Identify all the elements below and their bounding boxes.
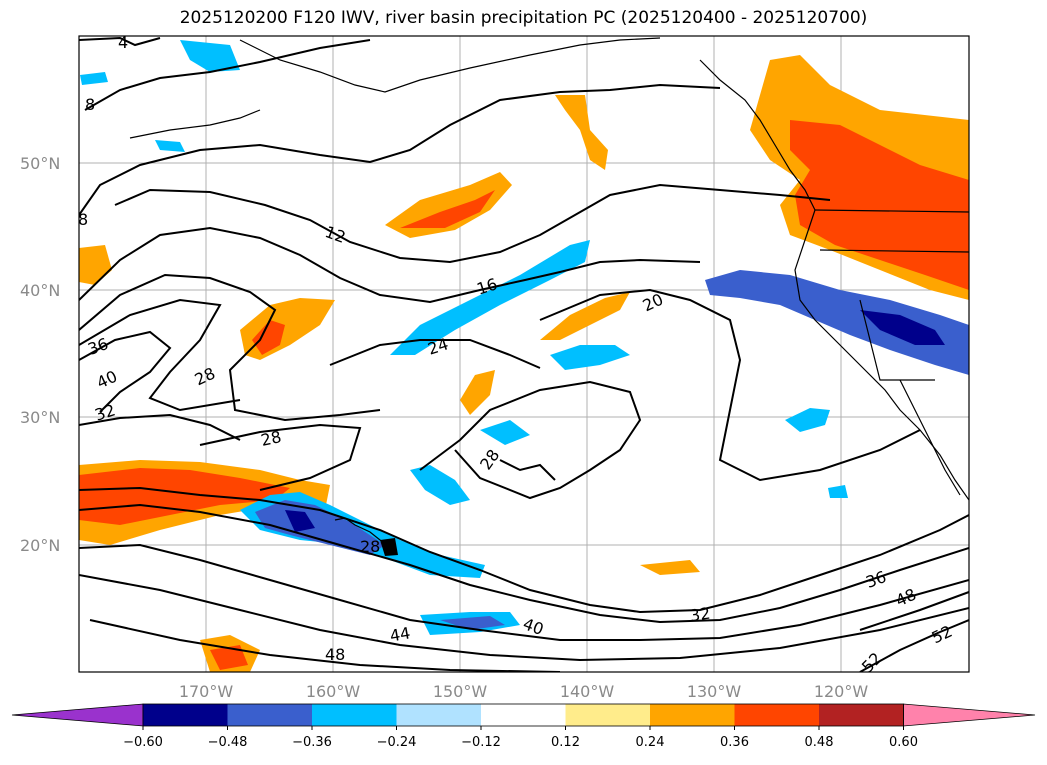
pc-positive-region [400,190,495,228]
contour-label: 8 [85,95,95,114]
lon-label: 140°W [560,682,615,701]
contour-label: 44 [388,623,411,645]
pc-positive-region [79,468,290,525]
colorbar-segment [819,704,904,726]
map-frame [78,35,970,673]
map-title: 2025120200 F120 IWV, river basin precipi… [179,8,868,28]
colorbar-tick-label: 0.36 [720,735,749,750]
pc-negative-region [705,270,969,375]
contour-label: 4 [118,33,128,52]
iwv-contour-4 [79,36,161,47]
lat-label: 30°N [20,408,60,427]
iwv-contour-28c [419,380,642,500]
lon-label: 150°W [433,682,488,701]
hawaii-islands [334,517,393,549]
colorbar-tick-label: 0.12 [551,735,580,750]
pc-positive-region [210,645,248,670]
bc-coastline [699,59,816,211]
precipitation-shading [79,40,969,672]
lon-label: 130°W [687,682,742,701]
pc-negative-region [785,408,830,432]
pc-negative-region [440,616,505,630]
pc-positive-region [460,370,495,415]
colorbar-extend-min [11,703,144,727]
iwv-contour-24 [79,298,241,412]
aleutian-islands [129,109,261,139]
contour-label: 48 [325,645,345,664]
iwv-contour-48 [89,619,561,672]
iwv-contour-20b [539,288,921,482]
state-borders [814,209,969,381]
colorbar-tick-label: 0.48 [805,735,834,750]
pc-negative-region [180,40,240,72]
colorbar-tick-label: −0.12 [461,735,501,750]
colorbar-segment [565,704,650,726]
lon-label: 160°W [306,682,361,701]
colorbar: −0.60 −0.48 −0.36 −0.24 −0.12 0.12 0.24 0.36 0.4… [11,703,1036,750]
pc-positive-region [790,120,969,290]
baja-coastline [899,379,961,496]
lat-label: 20°N [20,536,60,555]
colorbar-segment [227,704,312,726]
colorbar-outline [142,703,904,727]
pc-positive-region [555,95,608,170]
iwv-contour-40 [79,543,969,641]
contour-label: 28 [360,537,380,556]
alaska-coastline [239,37,661,93]
pc-negative-region [828,485,848,498]
colorbar-tick-label: −0.60 [123,735,163,750]
pc-positive-region [252,320,285,355]
colorbar-tick-label: 0.60 [889,735,918,750]
iwv-contour-12 [114,183,831,264]
lon-label: 170°W [179,682,234,701]
colorbar-segment [396,704,481,726]
iwv-contour-36 [79,503,969,624]
colorbar-segment [143,704,228,726]
pc-negative-region [155,140,185,152]
pc-negative-region [80,72,108,85]
contour-label: 8 [78,210,88,229]
iwv-contours [79,36,969,672]
iwv-contour-20 [79,273,381,422]
iwv-contour-28b [199,423,362,491]
iwv-contour-52 [859,619,969,672]
coastlines [129,37,969,549]
colorbar-segment [734,704,819,726]
iwv-contour-8 [84,39,371,111]
iwv-contour-32b [79,486,969,614]
colorbar-tick-label: −0.36 [292,735,332,750]
iwv-contour-24b [329,339,541,369]
iwv-contour-16 [79,226,701,304]
colorbar-tick-label: −0.48 [208,735,248,750]
iwv-contour-8 [79,83,721,216]
iwv-contour-44 [79,574,969,662]
longitude-labels: 170°W 160°W 150°W 140°W 130°W 120°W [179,682,869,701]
colorbar-extend-max [903,703,1036,727]
lon-label: 120°W [814,682,869,701]
pc-positive-region [540,292,630,340]
pc-positive-region [640,560,700,575]
pc-negative-region [550,345,630,370]
lat-label: 40°N [20,281,60,300]
iwv-contour-48b [859,591,969,631]
colorbar-segment [312,704,397,726]
us-west-coastline [794,209,969,501]
lat-label: 50°N [20,154,60,173]
iwv-contour-coast-gap [499,459,556,481]
pc-negative-region [285,510,315,532]
iwv-contour-32 [79,413,241,441]
colorbar-segment [650,704,735,726]
contour-label: 28 [259,427,283,450]
pc-negative-region [390,240,590,355]
colorbar-segment [481,704,566,726]
colorbar-tick-label: 0.24 [636,735,665,750]
iwv-contour-28 [79,330,172,413]
contour-label: 32 [689,604,712,626]
latitude-labels: 50°N 40°N 30°N 20°N [20,154,60,555]
pc-negative-region [410,465,470,505]
pc-negative-region [480,420,530,445]
colorbar-tick-label: −0.24 [377,735,417,750]
pc-negative-region [860,310,945,345]
